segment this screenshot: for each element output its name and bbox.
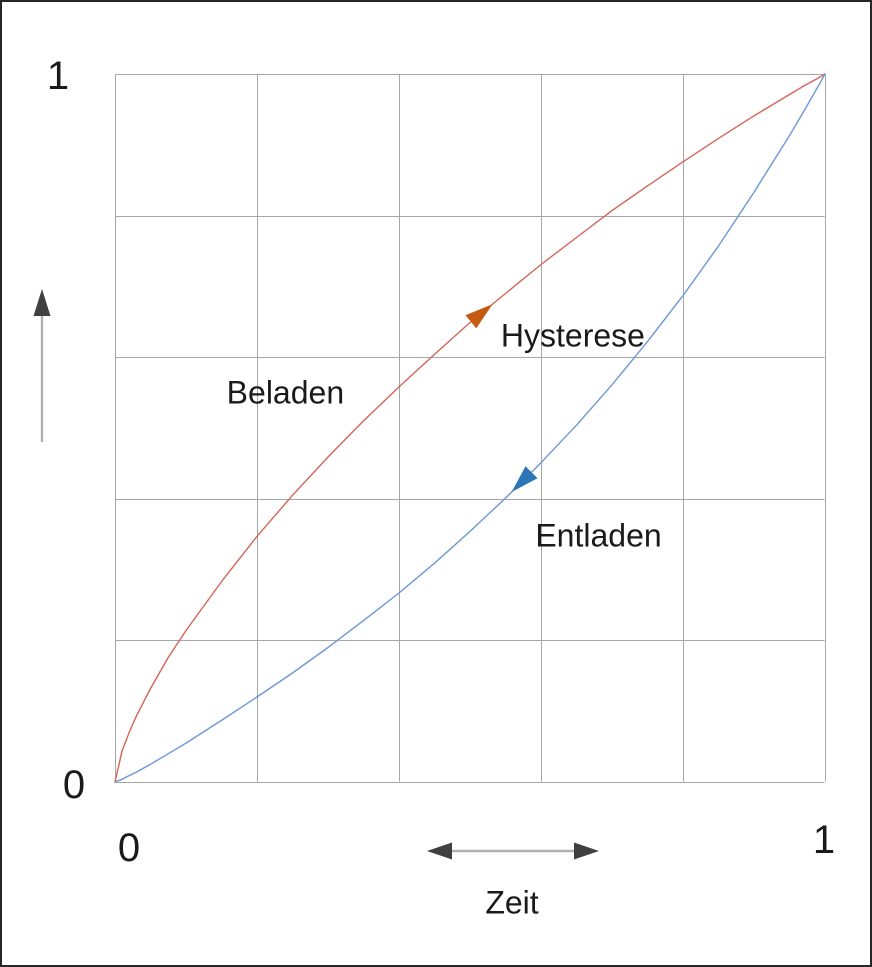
series-beladen-curve bbox=[114, 73, 826, 783]
annotation-hysterese: Hysterese bbox=[500, 317, 645, 354]
x-axis-label: Zeit bbox=[485, 884, 539, 921]
double-horizontal-arrow-icon bbox=[427, 842, 599, 860]
annotation-entladen: Entladen bbox=[535, 517, 662, 554]
y-axis-tick-1: 1 bbox=[46, 54, 70, 98]
annotation-beladen: Beladen bbox=[226, 374, 345, 411]
y-axis-tick-0: 0 bbox=[62, 763, 86, 807]
x-axis-tick-0: 0 bbox=[117, 826, 141, 870]
series-entladen-curve bbox=[114, 73, 826, 783]
x-axis-tick-1: 1 bbox=[812, 818, 836, 862]
up-arrow-icon bbox=[33, 289, 51, 442]
plot-area bbox=[114, 73, 826, 783]
series-entladen-arrow-icon bbox=[511, 466, 538, 492]
series-beladen-arrow-icon bbox=[465, 304, 493, 329]
